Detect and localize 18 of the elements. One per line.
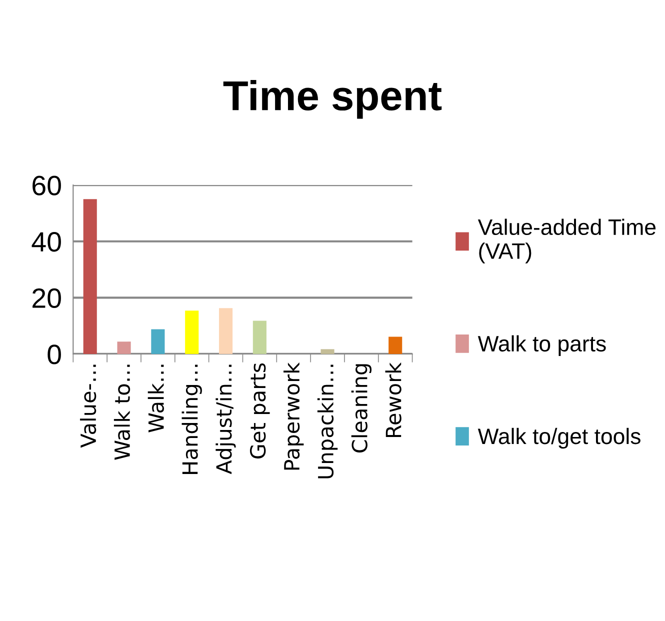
y-tick-label: 20	[32, 288, 61, 308]
y-tick-label: 60	[32, 176, 61, 196]
legend-label: Walk to/get tools	[478, 428, 640, 449]
x-tick-label: Handling…	[182, 364, 202, 474]
y-tick-label: 0	[48, 344, 61, 364]
x-tick-label: Walk…	[148, 364, 164, 432]
x-tick-label: Paperwork	[284, 362, 304, 470]
x-tick-label: Adjust/in…	[216, 364, 236, 474]
y-tick-label: 40	[32, 232, 61, 252]
x-tick-label: Walk to…	[114, 364, 130, 460]
chart-title: Time spent	[223, 80, 442, 119]
x-tick-label: Unpackin…	[317, 364, 338, 478]
x-tick-label: Rework	[385, 362, 402, 438]
x-tick-label: Value-…	[80, 364, 96, 448]
legend-label: Value-added Time (VAT)	[478, 218, 656, 264]
x-tick-label: Cleaning	[351, 364, 372, 452]
x-tick-label: Get parts	[250, 363, 270, 458]
legend-label: Walk to parts	[478, 335, 606, 356]
